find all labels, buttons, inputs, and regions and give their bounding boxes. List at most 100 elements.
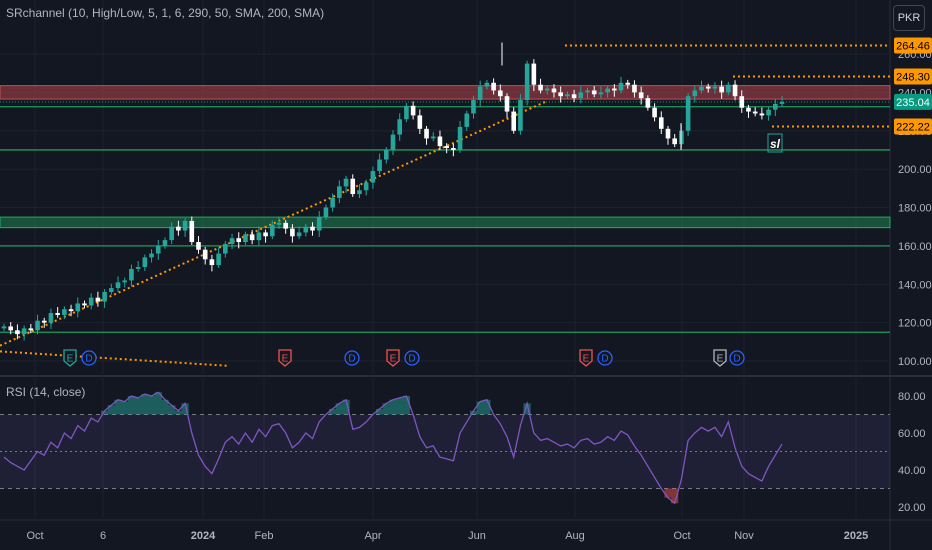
rsi-oversold-fill [664, 488, 679, 504]
candle-body [598, 92, 604, 95]
candle-body [410, 105, 416, 116]
candle-body [8, 326, 14, 331]
candle-body [658, 117, 664, 129]
time-tick-label: Nov [734, 530, 754, 542]
candle-body [223, 243, 228, 254]
candle-body [752, 111, 758, 114]
candle-body [283, 222, 288, 229]
candle-body [75, 303, 81, 312]
candle-body [122, 280, 128, 283]
price-level-label: 264.46 [896, 40, 930, 52]
indicator-title[interactable]: SRchannel (10, High/Low, 5, 1, 6, 290, 5… [6, 6, 325, 20]
candle-body [645, 98, 651, 108]
candle-body [377, 159, 382, 172]
candle-body [638, 92, 644, 99]
candle-body [129, 268, 134, 281]
candle-body [732, 84, 738, 97]
candle-body [236, 238, 242, 243]
candle-body [102, 291, 107, 302]
candle-body [759, 113, 765, 116]
candle-body [316, 217, 322, 231]
candle-body [705, 86, 711, 89]
candle-body [337, 186, 342, 198]
candle-body [618, 82, 624, 91]
candle-body [256, 232, 262, 241]
earnings-marker [713, 349, 727, 367]
earnings-marker-label: E [67, 354, 74, 365]
candle-body [95, 297, 101, 302]
candle-body [209, 259, 215, 266]
candle-body [162, 240, 168, 246]
candle-body [357, 190, 362, 195]
dividend-marker [597, 350, 613, 366]
candle-body [665, 128, 671, 139]
trendline-lower [0, 350, 229, 367]
candle-body [276, 222, 282, 225]
candle-body [330, 197, 335, 208]
earnings-marker-label: E [390, 354, 397, 365]
candle-body [370, 171, 376, 183]
candle-body [491, 82, 496, 91]
candle-body [243, 234, 248, 243]
candle-body [766, 109, 771, 116]
candle-body [390, 134, 396, 150]
time-tick-label: Oct [26, 530, 43, 542]
candle-body [424, 128, 429, 139]
candle-body [48, 313, 54, 323]
candle-body [739, 96, 745, 108]
resistance-zone [0, 85, 891, 100]
dividend-marker [729, 350, 745, 366]
rsi-tick-label: 20.00 [898, 502, 926, 514]
candle-body [350, 178, 356, 195]
earnings-marker [386, 349, 400, 367]
earnings-marker-label: E [583, 354, 590, 365]
candle-body [591, 90, 597, 95]
support-zone [0, 216, 891, 229]
candle-body [565, 94, 570, 97]
candle-body [538, 84, 543, 91]
rsi-line [3, 391, 783, 505]
candle-body [484, 82, 490, 87]
time-tick-label: Aug [565, 530, 585, 542]
candle-body [290, 228, 295, 237]
price-tick-label: 120.00 [898, 318, 932, 330]
candle-body [451, 148, 456, 150]
candle-body [625, 82, 631, 85]
earnings-marker [278, 349, 292, 367]
rsi-overbought-fill [100, 392, 531, 415]
dividend-marker-label: D [601, 354, 608, 365]
candle-body [303, 226, 309, 233]
candle-body [692, 90, 698, 97]
dividend-marker-label: D [348, 354, 355, 365]
price-level-label-box [894, 37, 932, 54]
candle-body [772, 103, 778, 110]
currency-button[interactable]: PKR [893, 5, 925, 31]
candle-body [310, 226, 315, 231]
candle-body [477, 86, 483, 101]
candle-body [249, 234, 255, 241]
candle-body [685, 96, 691, 131]
candle-body [383, 149, 389, 160]
rsi-tick-label: 80.00 [898, 391, 926, 403]
candle-body [471, 100, 476, 114]
rsi-title[interactable]: RSI (14, close) [6, 385, 86, 399]
candle-body [444, 146, 449, 149]
candle-body [202, 249, 208, 260]
dividend-marker [404, 350, 420, 366]
candle-body [551, 88, 557, 93]
candle-body [28, 328, 34, 331]
earnings-marker-label: E [282, 354, 289, 365]
time-tick-label: Feb [255, 530, 274, 542]
price-tick-label: 100.00 [898, 356, 932, 368]
candle-body [182, 220, 188, 231]
candle-body [149, 253, 154, 258]
candle-body [15, 330, 20, 335]
candle-body [68, 309, 74, 312]
candle-body [779, 101, 785, 104]
candle-body [189, 220, 195, 243]
earnings-marker [63, 349, 77, 367]
candle-body [109, 288, 114, 292]
candle-body [343, 178, 349, 187]
candle-body [155, 245, 161, 254]
